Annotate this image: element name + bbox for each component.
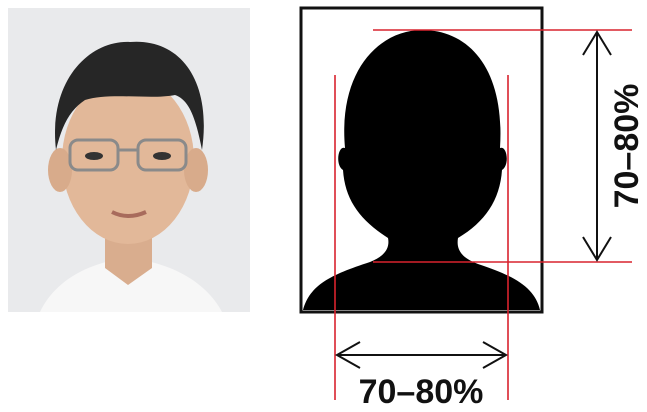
measure-arrows — [334, 30, 612, 369]
width-label: 70–80% — [359, 373, 484, 411]
silhouette — [303, 30, 540, 310]
portrait-photo — [8, 8, 250, 312]
height-label: 70–80% — [608, 84, 646, 209]
guide-lines — [334, 29, 632, 400]
